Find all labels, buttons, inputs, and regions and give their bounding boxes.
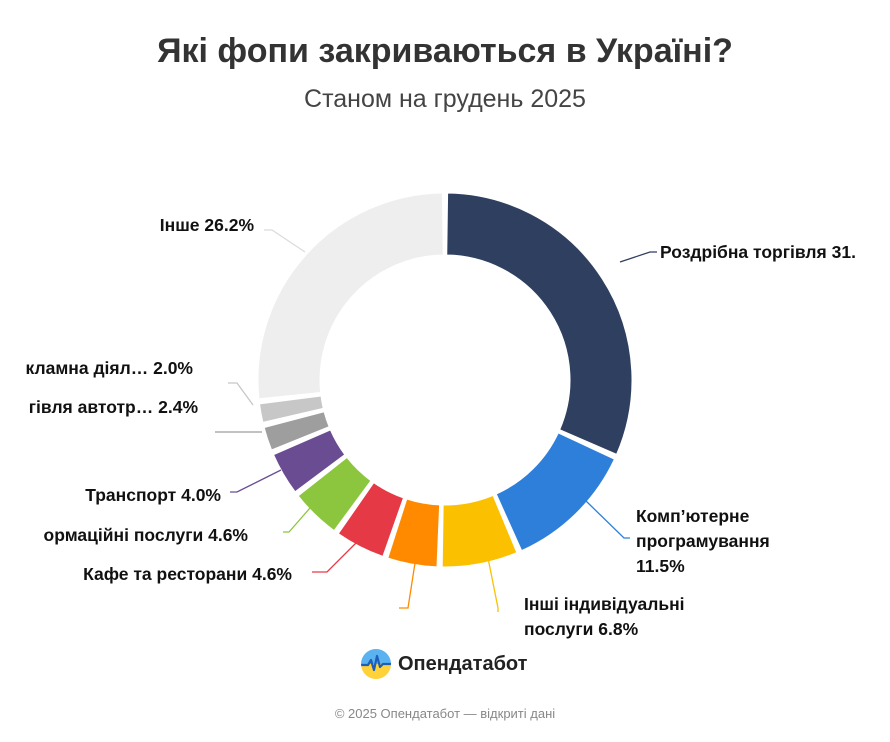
chart-slices: [257, 192, 633, 568]
slice-6: [297, 456, 372, 532]
data-label-10: Інше 26.2%: [160, 215, 255, 235]
slice-4: [387, 498, 441, 568]
data-label-line: гівля автотр… 2.4%: [29, 397, 199, 417]
data-label-line: послуги 6.8%: [524, 619, 639, 639]
slice-1: [446, 192, 633, 455]
brand: Опендатабот: [360, 648, 527, 680]
chart-data-labels: Роздрібна торгівля 31. Комп’ютерне програм…: [26, 215, 856, 639]
data-label-2: Комп’ютерне програмування 11.5%: [636, 506, 770, 576]
data-label-7: Транспорт 4.0%: [85, 485, 221, 505]
leader-line-7: [230, 469, 282, 493]
data-label-line: 11.5%: [636, 556, 685, 576]
data-label-line: Комп’ютерне: [636, 506, 750, 526]
data-label-line: Роздрібна торгівля 31.: [660, 242, 856, 262]
slice-7: [273, 429, 346, 493]
leader-line-5: [312, 539, 360, 573]
data-label-5: Кафе та ресторани 4.6%: [83, 564, 292, 584]
leader-line-9: [228, 382, 254, 406]
slice-5: [337, 482, 404, 557]
leader-line-4: [399, 562, 416, 609]
leader-line-3: [486, 552, 499, 612]
data-label-line: Кафе та ресторани 4.6%: [83, 564, 292, 584]
data-label-line: Інші індивідуальні: [524, 594, 685, 614]
opendatabot-logo-icon: [361, 649, 391, 679]
chart-title: Які фопи закриваються в Україні?: [157, 32, 733, 70]
leader-line-6: [283, 507, 311, 533]
brand-name: Опендатабот: [398, 652, 528, 675]
slice-10: [257, 192, 444, 400]
slice-2: [495, 432, 615, 552]
footer-credit: © 2025 Опендатабот — відкриті дані: [334, 706, 556, 721]
data-label-8: гівля автотр… 2.4%: [29, 397, 199, 417]
slice-9: [259, 395, 324, 423]
leader-line-1: [619, 251, 657, 263]
data-label-line: програмування: [636, 531, 770, 551]
slice-8: [263, 411, 330, 451]
data-label-line: Транспорт 4.0%: [85, 485, 221, 505]
data-label-line: кламна діял… 2.0%: [26, 358, 194, 378]
data-label-1: Роздрібна торгівля 31.: [660, 242, 856, 262]
leader-line-2: [584, 499, 630, 539]
data-label-6: ормаційні послуги 4.6%: [44, 525, 249, 545]
data-label-line: Інше 26.2%: [160, 215, 255, 235]
data-label-line: ормаційні послуги 4.6%: [44, 525, 249, 545]
chart-leader-lines: [215, 229, 657, 612]
data-label-3: Інші індивідуальні послуги 6.8%: [524, 594, 685, 639]
chart-subtitle: Станом на грудень 2025: [304, 85, 586, 113]
leader-line-10: [264, 229, 306, 253]
slice-3: [441, 494, 518, 568]
data-label-9: кламна діял… 2.0%: [26, 358, 194, 378]
